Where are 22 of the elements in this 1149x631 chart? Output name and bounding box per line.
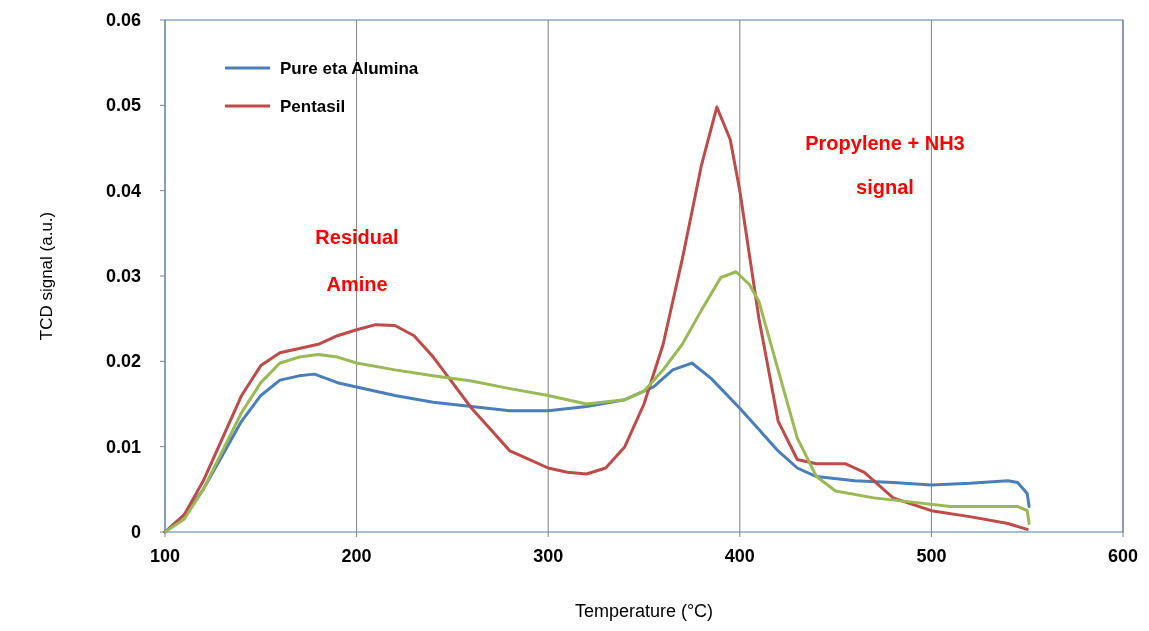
annotation: signal: [856, 176, 914, 198]
x-tick-label: 200: [341, 546, 372, 566]
annotation: Amine: [326, 273, 388, 295]
y-tick-label: 0.03: [105, 266, 141, 286]
y-tick-label: 0.04: [105, 180, 141, 201]
y-tick-label: 0.05: [105, 95, 141, 116]
y-tick-label: 0.01: [105, 436, 141, 457]
x-tick-label: 100: [149, 546, 181, 566]
x-tick-label: 400: [724, 546, 755, 566]
annotation: Propylene + NH3: [805, 132, 965, 154]
y-tick-label: 0.06: [105, 10, 141, 30]
line-series: [163, 270, 1031, 534]
annotation: Residual: [315, 226, 399, 248]
x-tick-label: 300: [533, 546, 564, 566]
y-axis-title: TCD signal (a.u.): [37, 211, 56, 341]
x-tick-label: 500: [916, 546, 947, 566]
x-tick-label: 600: [1107, 546, 1139, 566]
y-tick-label: 0.02: [105, 351, 141, 372]
legend-label: Pentasil: [280, 97, 346, 116]
y-tick-label: 0: [130, 522, 141, 542]
legend-label: Pure eta Alumina: [280, 59, 419, 78]
x-axis-title: Temperature (°C): [574, 601, 714, 621]
